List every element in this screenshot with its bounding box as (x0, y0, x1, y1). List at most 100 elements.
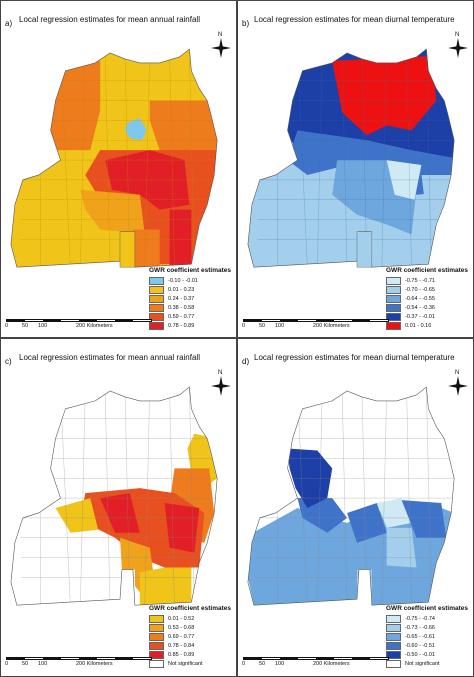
scale-tick: 0 (242, 323, 246, 329)
legend-item: 0.24 - 0.37 (149, 294, 231, 303)
legend-item: -0.10 - -0.01 (149, 276, 231, 285)
legend-swatch (149, 623, 164, 632)
legend-label: 0.53 - 0.68 (168, 624, 195, 631)
legend-label: -0.73 - -0.66 (405, 624, 435, 631)
legend-item: 0.53 - 0.68 (149, 623, 231, 632)
legend-label: 0.24 - 0.37 (168, 295, 195, 302)
legend-label: 0.01 - 0.23 (168, 286, 195, 293)
scale-tick: 100 (275, 323, 285, 329)
legend-swatch (149, 312, 164, 321)
panel-title: Local regression estimates for mean annu… (19, 15, 200, 24)
legend: GWR coefficient estimates 0.01 - 0.52 0.5… (149, 605, 231, 668)
legend-swatch (149, 321, 164, 330)
legend-label: 0.78 - 0.84 (168, 642, 195, 649)
legend-swatch (149, 632, 164, 641)
legend-swatch (149, 294, 164, 303)
legend-label: 0.78 - 0.89 (168, 322, 195, 329)
panel-b-temperature-map: b) Local regression estimates for mean d… (237, 0, 474, 338)
legend-label: 0.01 - 0.16 (405, 322, 432, 329)
legend-item: -0.50 - -0.01 (386, 650, 468, 659)
legend-rows: -0.10 - -0.01 0.01 - 0.23 0.24 - 0.37 0.38 … (149, 276, 231, 330)
legend: GWR coefficient estimates -0.10 - -0.01 0… (149, 267, 231, 330)
legend-swatch (149, 285, 164, 294)
map-d (247, 386, 455, 606)
map-b (247, 48, 455, 268)
panel-c-rainfall-significant-map: c) Local regression estimates for mean a… (0, 338, 237, 677)
scale-tick: 50 (259, 661, 266, 667)
legend-title: GWR coefficient estimates (149, 605, 231, 612)
legend-item: 0.38 - 0.58 (149, 303, 231, 312)
scale-tick: 0 (242, 661, 246, 667)
legend: GWR coefficient estimates -0.75 - -0.74 -… (386, 605, 468, 668)
scale-tick: 200 Kilometers (313, 661, 350, 667)
legend-label: Not significant (168, 660, 203, 667)
panel-label: b) (242, 19, 250, 28)
scale-tick: 100 (275, 661, 285, 667)
legend-label: -0.10 - -0.01 (168, 277, 198, 284)
legend-label: -0.75 - -0.71 (405, 277, 435, 284)
legend-swatch (386, 303, 401, 312)
legend-swatch (386, 614, 401, 623)
map-a (10, 48, 218, 268)
legend-item: 0.01 - 0.23 (149, 285, 231, 294)
scale-bar: 0 50 100 200 Kilometers (242, 657, 443, 671)
legend-swatch (149, 276, 164, 285)
legend-item: 0.78 - 0.84 (149, 641, 231, 650)
legend-swatch (149, 641, 164, 650)
legend-item: 0.59 - 0.77 (149, 312, 231, 321)
scale-bar: 0 50 100 200 Kilometers (5, 657, 206, 671)
legend-label: 0.59 - 0.77 (168, 313, 195, 320)
legend-title: GWR coefficient estimates (386, 605, 468, 612)
legend-swatch (386, 294, 401, 303)
legend-item: -0.70 - -0.65 (386, 285, 468, 294)
legend-rows: -0.75 - -0.74 -0.73 - -0.66 -0.65 - -0.61 -… (386, 614, 468, 668)
legend-swatch (386, 641, 401, 650)
legend-swatch (386, 632, 401, 641)
panel-label: a) (5, 19, 13, 28)
legend-item: -0.73 - -0.66 (386, 623, 468, 632)
legend-item: 0.78 - 0.89 (149, 321, 231, 330)
scale-tick: 50 (22, 661, 29, 667)
legend-label: 0.85 - 0.89 (168, 651, 195, 658)
scale-tick: 0 (5, 323, 9, 329)
scale-bar: 0 50 100 200 Kilometers (242, 319, 443, 333)
legend-item: 0.01 - 0.52 (149, 614, 231, 623)
north-arrow-icon: N (209, 32, 233, 61)
legend-swatch (149, 303, 164, 312)
scale-tick: 200 Kilometers (313, 323, 350, 329)
legend-label: -0.70 - -0.65 (405, 286, 435, 293)
north-arrow-icon: N (209, 370, 233, 399)
legend-swatch (149, 614, 164, 623)
legend-label: -0.75 - -0.74 (405, 615, 435, 622)
legend-label: -0.64 - -0.55 (405, 295, 435, 302)
legend-item: -0.75 - -0.74 (386, 614, 468, 623)
panel-a-rainfall-map: a) Local regression estimates for mean a… (0, 0, 237, 338)
legend-item: -0.37 - -0.01 (386, 312, 468, 321)
panel-label: c) (5, 357, 12, 366)
legend-item: 0.69 - 0.77 (149, 632, 231, 641)
panel-title: Local regression estimates for mean diur… (254, 353, 455, 362)
legend-label: Not significant (405, 660, 440, 667)
legend-item: -0.65 - -0.61 (386, 632, 468, 641)
legend-swatch (149, 650, 164, 659)
legend-label: 0.38 - 0.58 (168, 304, 195, 311)
map-c (10, 386, 218, 606)
legend-item: Not significant (149, 659, 231, 668)
legend-label: 0.01 - 0.52 (168, 615, 195, 622)
legend-item: -0.60 - -0.51 (386, 641, 468, 650)
legend-swatch (386, 285, 401, 294)
legend-label: -0.50 - -0.01 (405, 651, 435, 658)
legend-item: -0.64 - -0.55 (386, 294, 468, 303)
legend-item: 0.85 - 0.89 (149, 650, 231, 659)
scale-tick: 200 Kilometers (76, 323, 113, 329)
legend-swatch (386, 650, 401, 659)
legend-label: -0.37 - -0.01 (405, 313, 435, 320)
legend-label: -0.60 - -0.51 (405, 642, 435, 649)
scale-tick: 50 (22, 323, 29, 329)
legend-swatch (386, 276, 401, 285)
legend-item: -0.75 - -0.71 (386, 276, 468, 285)
legend-item: -0.54 - -0.36 (386, 303, 468, 312)
legend-swatch (386, 623, 401, 632)
legend: GWR coefficient estimates -0.75 - -0.71-… (386, 267, 468, 330)
legend-swatch (386, 312, 401, 321)
